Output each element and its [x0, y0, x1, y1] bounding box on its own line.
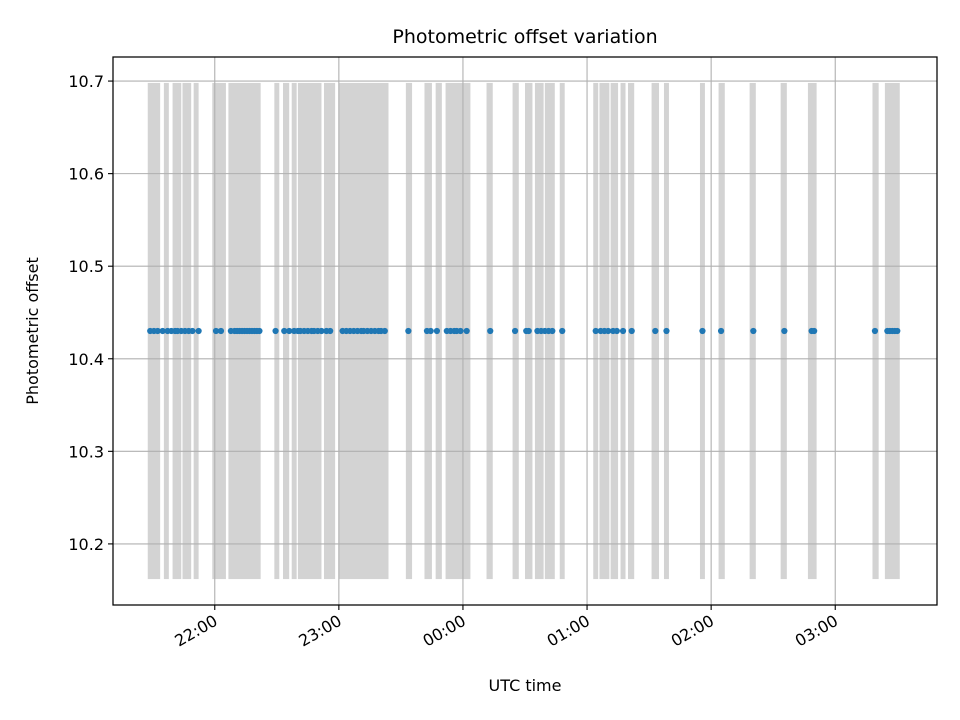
data-point	[427, 327, 434, 335]
data-point	[525, 327, 532, 335]
data-point	[154, 327, 161, 335]
data-point	[781, 327, 788, 335]
data-point	[619, 327, 627, 335]
plot-frame	[112, 56, 938, 606]
y-axis-label: Photometric offset	[23, 257, 42, 405]
y-tick-label: 10.4	[68, 350, 104, 369]
y-tick-label: 10.3	[68, 442, 104, 461]
x-axis-label: UTC time	[489, 676, 562, 695]
data-point	[750, 327, 757, 335]
data-point	[433, 327, 440, 335]
data-point	[256, 327, 263, 335]
data-point	[212, 327, 220, 335]
data-point	[613, 327, 620, 335]
data-point	[511, 327, 519, 335]
data-point	[327, 327, 334, 335]
data-point	[663, 327, 670, 335]
data-point	[318, 327, 325, 335]
data-point	[628, 327, 635, 335]
data-point	[286, 327, 293, 335]
data-point	[811, 327, 818, 335]
grid-lines	[113, 57, 937, 605]
data-point	[405, 327, 412, 335]
y-tick-label: 10.7	[68, 72, 104, 91]
data-point	[717, 327, 725, 335]
data-point	[871, 327, 879, 335]
data-point	[559, 327, 566, 335]
y-axis: 10.2 10.3 10.4 10.5 10.6 10.7	[68, 72, 113, 554]
y-tick-label: 10.2	[68, 535, 104, 554]
data-point	[457, 327, 464, 335]
data-points	[147, 327, 901, 335]
data-point	[894, 327, 901, 335]
data-point	[189, 327, 196, 335]
data-point	[699, 327, 706, 335]
y-tick-label: 10.6	[68, 165, 104, 184]
data-point	[549, 327, 556, 335]
data-point	[281, 327, 288, 335]
data-point	[272, 327, 279, 335]
chart-title: Photometric offset variation	[392, 26, 657, 48]
data-point	[463, 327, 470, 335]
data-point	[381, 327, 388, 335]
data-point	[592, 327, 599, 335]
data-point	[159, 327, 166, 335]
y-tick-label: 10.5	[68, 257, 104, 276]
data-point	[217, 327, 225, 335]
data-point	[195, 327, 202, 335]
data-point	[605, 327, 612, 335]
data-point	[652, 327, 659, 335]
data-point	[487, 327, 494, 335]
